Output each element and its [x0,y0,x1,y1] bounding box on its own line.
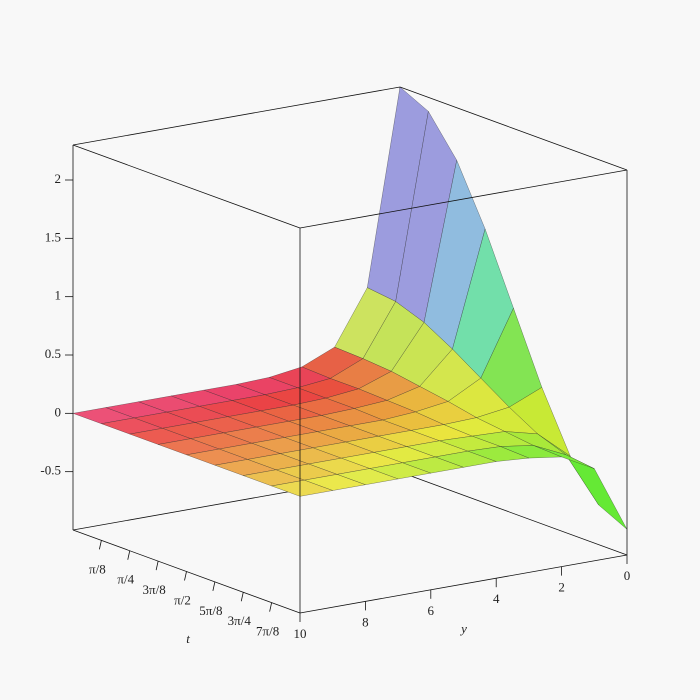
t-axis-label: t [186,631,190,646]
t-tick [127,550,131,560]
z-tick-label: 1.5 [45,229,61,244]
t-tick-label: π/8 [89,561,106,576]
y-tick-label: 10 [294,626,307,641]
t-tick-label: 7π/8 [256,624,279,639]
t-tick-label: π/2 [174,592,191,607]
t-tick-label: 3π/8 [143,582,166,597]
box-edge [299,554,628,614]
box-edge [72,86,401,146]
box-edge [72,144,301,229]
t-tick [184,571,187,581]
box-edge [399,471,628,556]
t-tick [212,581,216,591]
z-tick-label: 1 [55,288,62,303]
z-tick-label: 0 [55,404,62,419]
z-tick-label: -0.5 [40,463,61,478]
y-tick-label: 6 [428,603,435,618]
y-axis-label: y [459,621,467,636]
y-tick-label: 4 [493,591,500,606]
z-tick-label: 2 [55,171,62,186]
t-tick-label: π/4 [117,572,134,587]
t-tick [155,561,159,571]
surface [72,86,628,530]
box-edge [299,169,628,229]
t-tick [240,592,244,602]
t-tick-label: 5π/8 [199,603,222,618]
front-edges: -0.5 0 0.5 1 1.5 2 π/8 π/4 3π/8 π/2 5π/8 3π/4 7π/8 0 2… [40,86,631,641]
t-tick [98,540,102,550]
y-tick-label: 2 [558,580,565,595]
t-tick [269,602,273,612]
t-tick-label: 3π/4 [228,613,252,628]
y-tick-label: 8 [362,614,369,629]
box-edge [399,86,628,171]
y-tick-label: 0 [624,568,631,583]
z-tick-label: 0.5 [45,346,61,361]
